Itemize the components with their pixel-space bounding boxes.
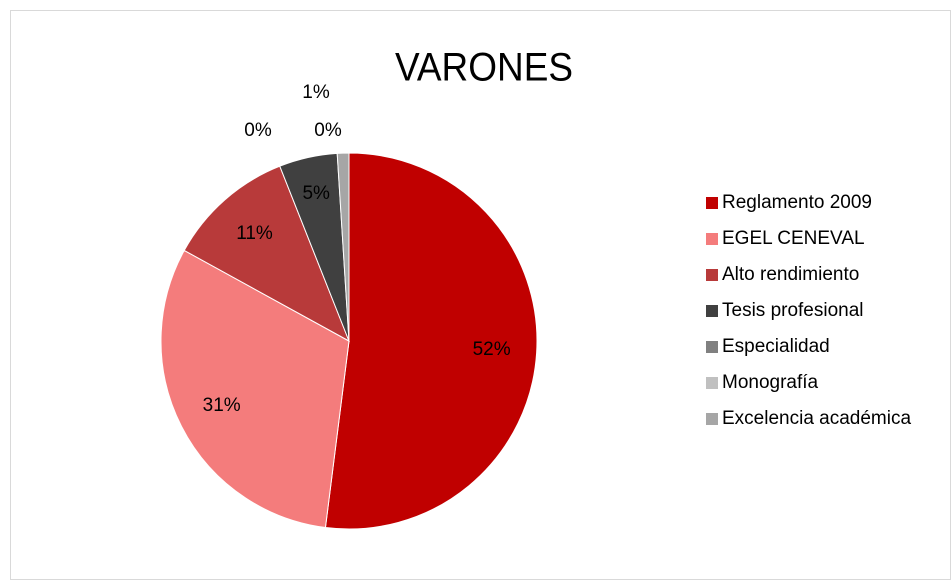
legend-label: Monografía (722, 372, 819, 393)
data-label: 52% (473, 339, 511, 360)
legend-label: Excelencia académica (722, 408, 911, 429)
pie-slice (324, 152, 538, 530)
legend-swatch (706, 233, 718, 245)
data-label: 1% (302, 82, 330, 103)
legend-label: Reglamento 2009 (722, 192, 872, 213)
legend-swatch (706, 269, 718, 281)
legend-label: Alto rendimiento (722, 264, 859, 285)
legend-swatch (706, 305, 718, 317)
legend-swatch (706, 197, 718, 209)
data-label: 0% (314, 120, 342, 141)
legend-label: EGEL CENEVAL (722, 228, 865, 249)
legend-swatch (706, 341, 718, 353)
data-label: 11% (236, 223, 273, 244)
pie-slice (183, 165, 350, 343)
legend-swatch (706, 377, 718, 389)
data-label: 5% (302, 183, 330, 204)
pie-slice (160, 249, 350, 529)
chart-title: VARONES (395, 46, 573, 90)
data-label: 31% (203, 395, 241, 416)
legend-label: Tesis profesional (722, 300, 864, 321)
legend-label: Especialidad (722, 336, 830, 357)
legend-swatch (706, 413, 718, 425)
data-label: 0% (244, 120, 272, 141)
pie-slice (336, 152, 350, 342)
